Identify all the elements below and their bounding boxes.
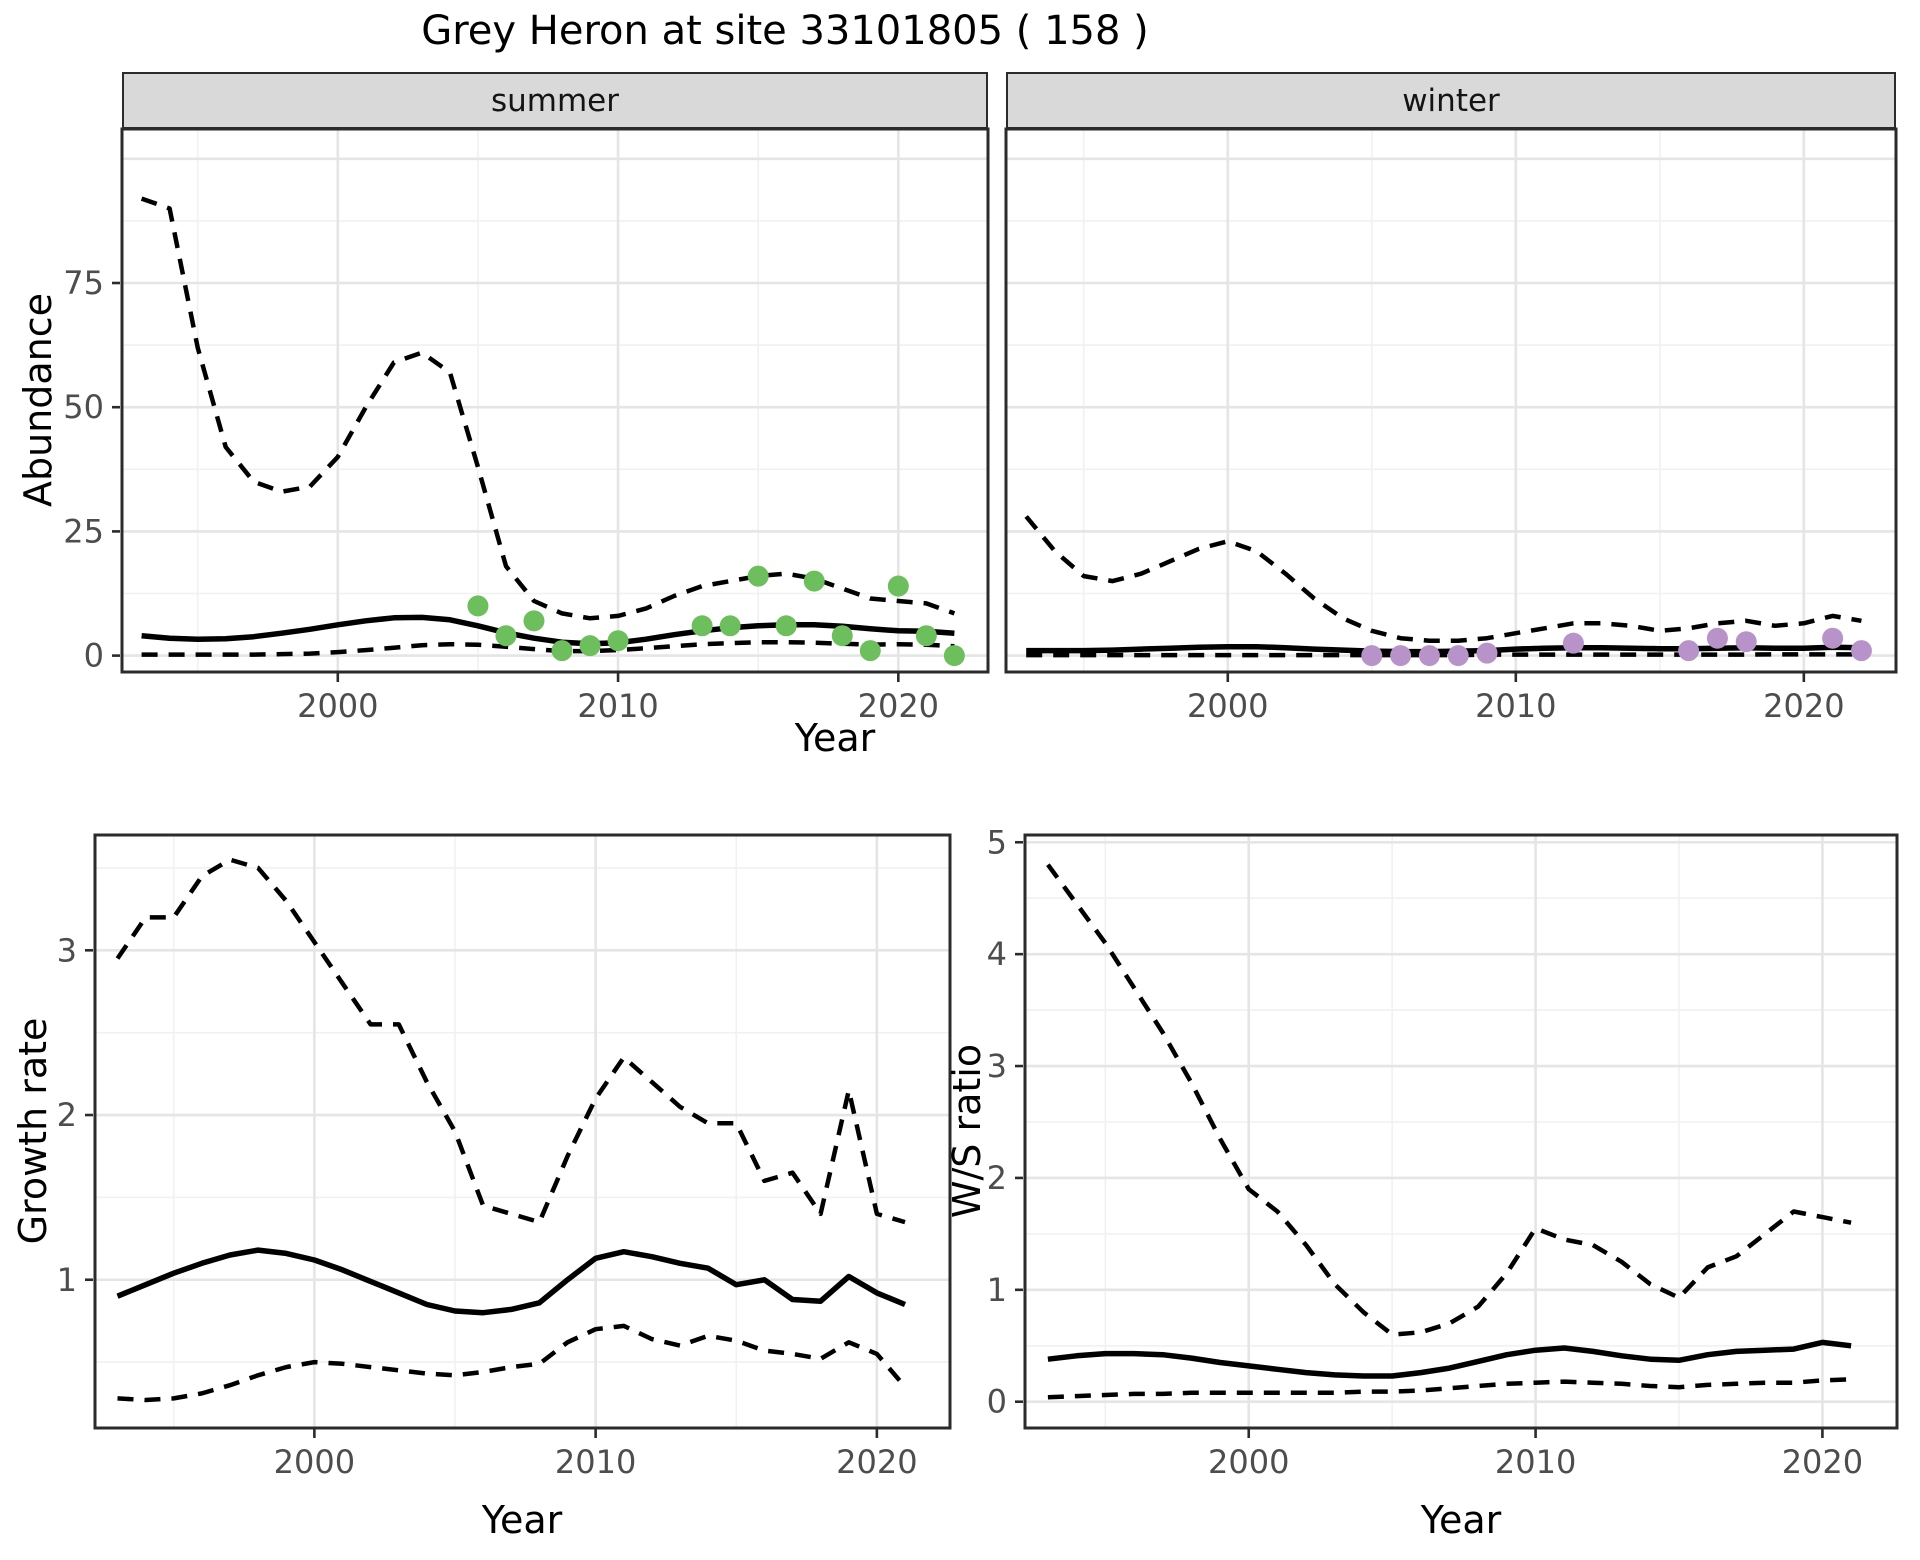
facet-strip-summer-label: summer [490, 82, 619, 119]
growth-rate-chart: 2000 2010 2020 1 2 3 [57, 833, 952, 1481]
svg-text:2020: 2020 [1763, 687, 1844, 725]
svg-text:0: 0 [987, 1383, 1007, 1421]
facet-strip-summer: summer [122, 72, 988, 129]
svg-text:2010: 2010 [577, 687, 658, 725]
facet-strip-winter-label: winter [1402, 82, 1500, 119]
ws-ratio-y-axis-label: W/S ratio [945, 1043, 989, 1219]
summer-abundance-chart: 2000 2010 2020 0 25 50 75 [63, 127, 990, 725]
top-x-axis-label: Year [794, 716, 876, 760]
abundance-y-axis-label: Abundance [16, 292, 60, 508]
growth-rate-y-axis-label: Growth rate [11, 1017, 55, 1245]
svg-text:2010: 2010 [1495, 1443, 1576, 1481]
svg-text:2010: 2010 [1475, 687, 1556, 725]
ws-x-axis-label: Year [1420, 1498, 1502, 1542]
svg-text:4: 4 [987, 935, 1007, 973]
svg-text:2: 2 [987, 1159, 1007, 1197]
svg-text:5: 5 [987, 823, 1007, 861]
svg-text:1: 1 [57, 1261, 77, 1299]
ws-ratio-chart: 2000 2010 2020 0 1 2 3 4 5 [987, 823, 1899, 1481]
growth-x-axis-label: Year [481, 1498, 563, 1542]
svg-text:2: 2 [57, 1096, 77, 1134]
winter-abundance-chart: 2000 2010 2020 [1004, 127, 1898, 725]
svg-text:75: 75 [63, 264, 104, 302]
facet-strip-winter: winter [1006, 72, 1896, 129]
svg-text:2010: 2010 [555, 1443, 636, 1481]
figure-title: Grey Heron at site 33101805 ( 158 ) [421, 8, 1149, 54]
svg-text:2000: 2000 [274, 1443, 355, 1481]
svg-text:0: 0 [84, 637, 104, 675]
svg-text:3: 3 [987, 1047, 1007, 1085]
svg-text:2020: 2020 [858, 687, 939, 725]
svg-text:1: 1 [987, 1271, 1007, 1309]
svg-text:50: 50 [63, 388, 104, 426]
svg-text:2020: 2020 [1782, 1443, 1863, 1481]
svg-text:2000: 2000 [1208, 1443, 1289, 1481]
svg-text:2020: 2020 [836, 1443, 917, 1481]
svg-text:2000: 2000 [1187, 687, 1268, 725]
svg-text:3: 3 [57, 931, 77, 969]
svg-text:25: 25 [63, 512, 104, 550]
svg-text:2000: 2000 [297, 687, 378, 725]
